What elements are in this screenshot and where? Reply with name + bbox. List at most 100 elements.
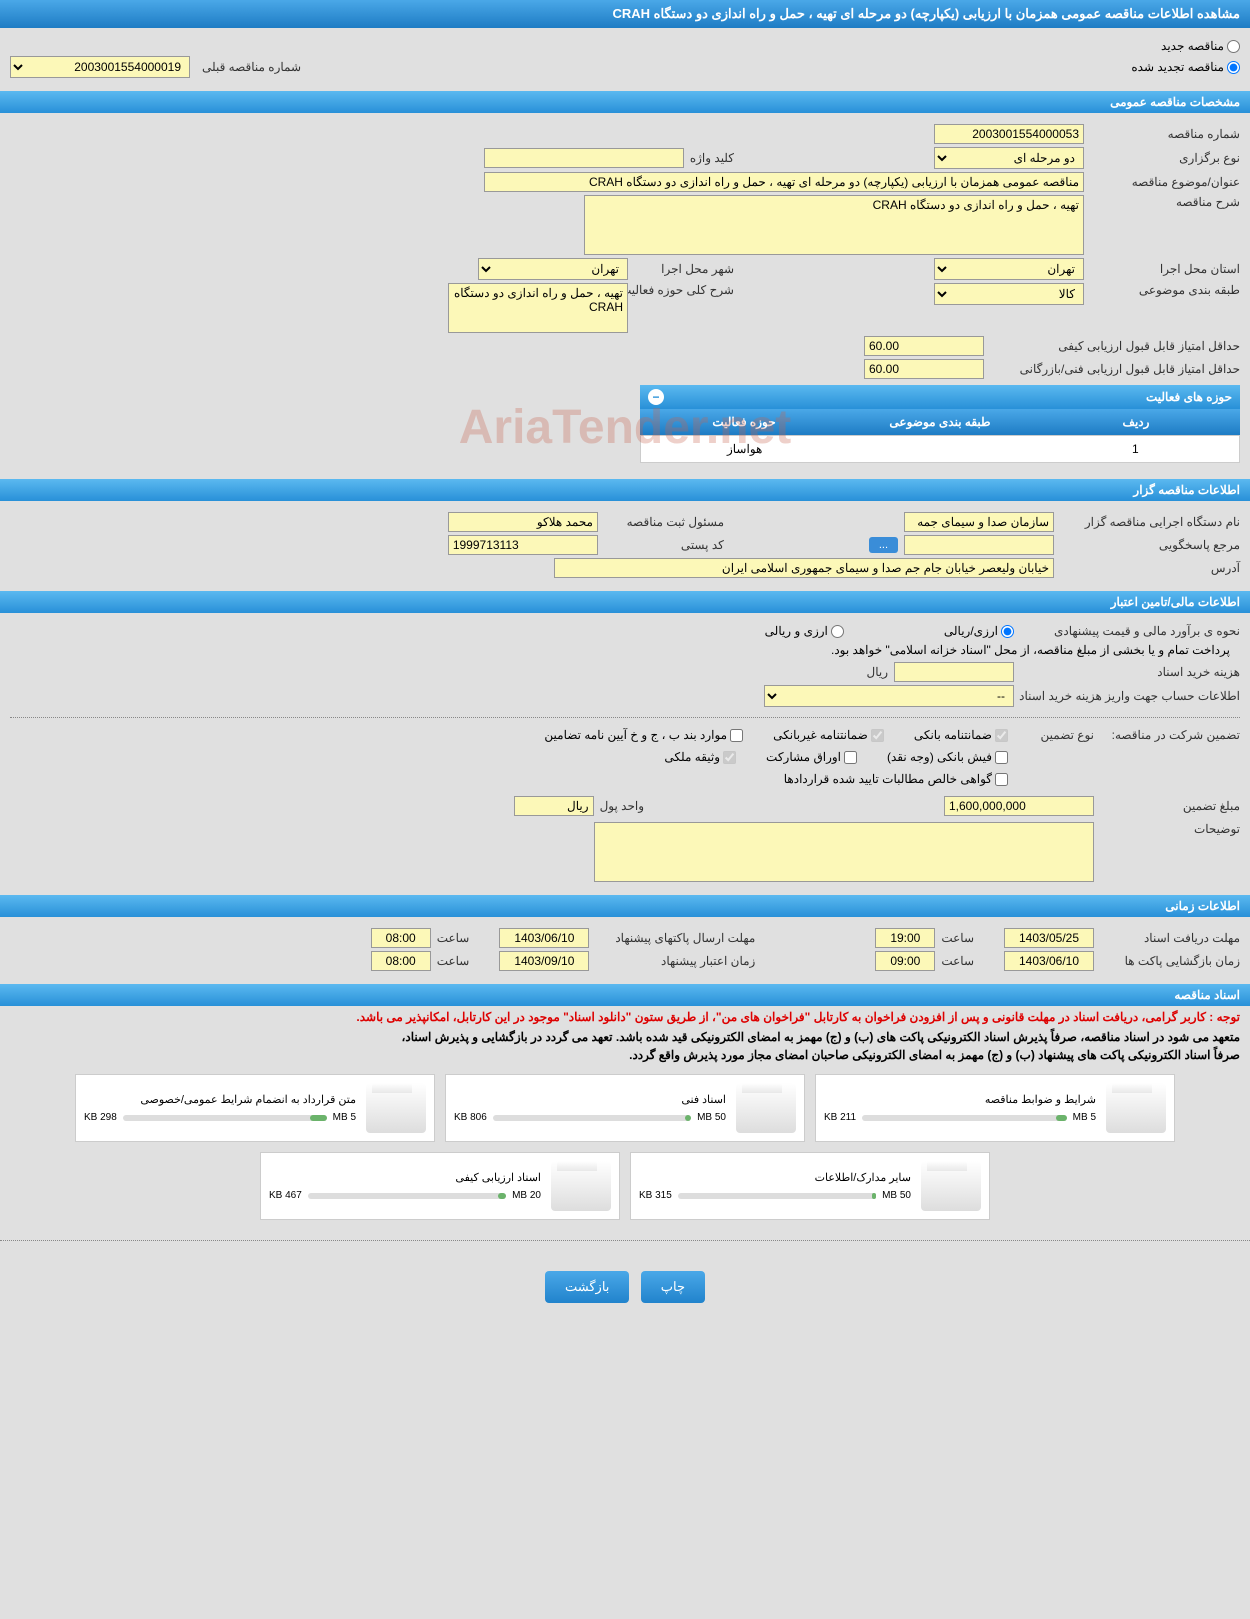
min-quality-label: حداقل امتیاز قابل قبول ارزیابی کیفی [990,339,1240,353]
account-info-select[interactable]: -- [764,685,1014,707]
activity-desc-label: شرح کلی حوزه فعالیت [634,283,734,297]
th-row: ردیف [1038,415,1234,429]
validity-date: 1403/09/10 [499,951,589,971]
chk-nonbank[interactable]: ضمانتنامه غیربانکی [773,728,884,742]
account-info-label: اطلاعات حساب جهت واریز هزینه خرید اسناد [1020,689,1240,703]
radio-new-input[interactable] [1227,40,1240,53]
desc-textarea[interactable]: تهیه ، حمل و راه اندازی دو دستگاه CRAH [584,195,1084,255]
chk-cash-label: فیش بانکی (وجه نقد) [887,750,992,764]
section-financial: اطلاعات مالی/تامین اعتبار [0,591,1250,613]
radio-rial[interactable]: ارزی/ریالی [944,624,1014,638]
chk-shares[interactable]: اوراق مشارکت [766,750,857,764]
chk-bonds[interactable]: موارد بند ب ، ج و خ آیین نامه تضامین [544,728,743,742]
file-progress-bar [493,1115,691,1121]
province-select[interactable]: تهران [934,258,1084,280]
chk-bank[interactable]: ضمانتنامه بانکی [914,728,1008,742]
time-label-2: ساعت [437,931,470,945]
file-card[interactable]: اسناد ارزیابی کیفی 20 MB 467 KB [260,1152,620,1220]
payment-note: پرداخت تمام و یا بخشی از مبلغ مناقصه، از… [10,641,1240,659]
prev-tender-select[interactable]: 2003001554000019 [10,56,190,78]
city-select[interactable]: تهران [478,258,628,280]
folder-icon [921,1161,981,1211]
file-card[interactable]: شرایط و ضوابط مناقصه 5 MB 211 KB [815,1074,1175,1142]
chk-shares-input[interactable] [844,751,857,764]
file-title: اسناد ارزیابی کیفی [269,1171,541,1184]
chk-bank-label: ضمانتنامه بانکی [914,728,992,742]
file-info: اسناد ارزیابی کیفی 20 MB 467 KB [269,1171,541,1201]
chk-bonds-input[interactable] [730,729,743,742]
print-button[interactable]: چاپ [641,1271,705,1303]
radio-new-tender[interactable]: مناقصه جدید [1161,39,1240,53]
desc-label: شرح مناقصه [1090,195,1240,209]
file-card[interactable]: متن قرارداد به انضمام شرایط عمومی/خصوصی … [75,1074,435,1142]
keyword-input[interactable] [484,148,684,168]
title-label: عنوان/موضوع مناقصه [1090,175,1240,189]
doc-cost-input[interactable] [894,662,1014,682]
chk-property[interactable]: وثیقه ملکی [664,750,736,764]
chk-nonbank-input[interactable] [871,729,884,742]
file-info: سایر مدارک/اطلاعات 50 MB 315 KB [639,1171,911,1201]
radio-both[interactable]: ارزی و ریالی [765,624,844,638]
table-row: 1 هواساز [640,435,1240,463]
chk-property-input[interactable] [723,751,736,764]
amount-input[interactable] [944,796,1094,816]
file-info: متن قرارداد به انضمام شرایط عمومی/خصوصی … [84,1093,356,1123]
collapse-button[interactable]: − [648,389,664,405]
page-title: مشاهده اطلاعات مناقصه عمومی همزمان با ار… [0,0,1250,28]
subject-class-select[interactable]: کالا [934,283,1084,305]
chk-cash-input[interactable] [995,751,1008,764]
registrar-label: مسئول ثبت مناقصه [604,515,724,529]
currency-input[interactable] [514,796,594,816]
doc-deadline-label: مهلت دریافت اسناد [1100,931,1240,945]
chk-bank-input[interactable] [995,729,1008,742]
file-size: 298 KB [84,1112,117,1123]
docs-note-1: متعهد می شود در اسناد مناقصه، صرفاً پذیر… [0,1028,1250,1046]
section-general: مشخصات مناقصه عمومی [0,91,1250,113]
guarantee-label: تضمین شرکت در مناقصه: [1100,728,1240,742]
type-select[interactable]: دو مرحله ای [934,147,1084,169]
file-card[interactable]: سایر مدارک/اطلاعات 50 MB 315 KB [630,1152,990,1220]
registrar-input[interactable] [448,512,598,532]
postal-input[interactable] [448,535,598,555]
response-ref-input[interactable] [904,535,1054,555]
radio-renewed-tender[interactable]: مناقصه تجدید شده [1131,60,1240,74]
td-activity: هواساز [647,442,842,456]
radio-both-label: ارزی و ریالی [765,624,828,638]
doc-deadline-date: 1403/05/25 [1004,928,1094,948]
file-progress-bar [123,1115,327,1121]
file-max: 50 MB [697,1112,726,1123]
min-quality-input[interactable] [864,336,984,356]
docs-note-red: توجه : کاربر گرامی، دریافت اسناد در مهلت… [0,1006,1250,1028]
chk-bonds-label: موارد بند ب ، ج و خ آیین نامه تضامین [544,728,727,742]
org-input[interactable] [904,512,1054,532]
radio-rial-input[interactable] [1001,625,1014,638]
file-size: 315 KB [639,1190,672,1201]
min-tech-input[interactable] [864,359,984,379]
response-ref-label: مرجع پاسخگویی [1060,538,1240,552]
chk-claims-label: گواهی خالص مطالبات تایید شده قراردادها [784,772,992,786]
activity-desc-textarea[interactable]: تهیه ، حمل و راه اندازی دو دستگاه CRAH [448,283,628,333]
tender-no-field: 2003001554000053 [934,124,1084,144]
address-input[interactable] [554,558,1054,578]
section-docs: اسناد مناقصه [0,984,1250,1006]
radio-both-input[interactable] [831,625,844,638]
title-input[interactable] [484,172,1084,192]
file-info: شرایط و ضوابط مناقصه 5 MB 211 KB [824,1093,1096,1123]
envelope-deadline-label: مهلت ارسال پاکتهای پیشنهاد [595,931,755,945]
chk-claims-input[interactable] [995,773,1008,786]
time-label-3: ساعت [941,954,974,968]
estimate-method-label: نحوه ی برآورد مالی و قیمت پیشنهادی [1020,624,1240,638]
prev-tender-label: شماره مناقصه قبلی [202,60,301,74]
file-max: 5 MB [333,1112,356,1123]
file-card[interactable]: اسناد فنی 50 MB 806 KB [445,1074,805,1142]
radio-renewed-input[interactable] [1227,61,1240,74]
keyword-label: کلید واژه [690,151,734,165]
doc-cost-unit: ریال [866,665,888,679]
chk-cash[interactable]: فیش بانکی (وجه نقد) [887,750,1008,764]
back-button[interactable]: بازگشت [545,1271,629,1303]
separator [10,717,1240,718]
envelope-deadline-time: 08:00 [371,928,431,948]
response-ref-more-button[interactable]: ... [869,537,898,553]
chk-claims[interactable]: گواهی خالص مطالبات تایید شده قراردادها [784,772,1008,786]
notes-textarea[interactable] [594,822,1094,882]
